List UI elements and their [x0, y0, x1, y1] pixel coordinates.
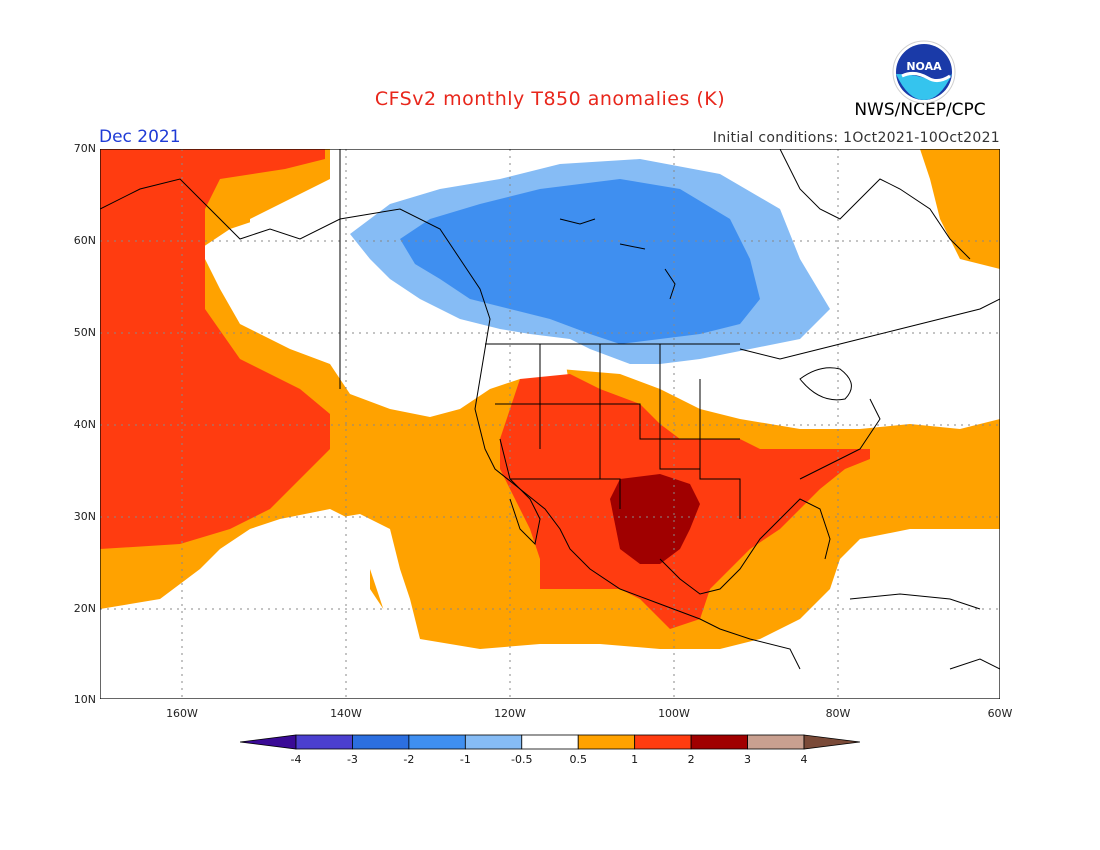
colorbar-label: -1: [460, 753, 471, 766]
colorbar-label: -0.5: [511, 753, 532, 766]
colorbar: -4 -3 -2 -1 -0.5 0.5 1 2 3 4: [240, 734, 860, 766]
lon-label: 100W: [658, 707, 690, 720]
colorbar-swatch: [803, 734, 860, 750]
forecast-month: Dec 2021: [99, 127, 181, 147]
coastlines: [100, 149, 1000, 670]
colorbar-label: 0.5: [569, 753, 587, 766]
colorbar-label: 1: [631, 753, 638, 766]
initial-conditions: Initial conditions: 1Oct2021-10Oct2021: [712, 130, 1000, 146]
colorbar-swatch: [690, 734, 748, 750]
lon-label: 60W: [987, 707, 1013, 720]
lon-label: 80W: [825, 707, 851, 720]
colorbar-label: -2: [403, 753, 414, 766]
lon-label: 120W: [494, 707, 526, 720]
lat-label: 70N: [73, 142, 96, 155]
organization-label: NWS/NCEP/CPC: [854, 100, 986, 120]
lat-label: 40N: [73, 418, 96, 431]
colorbar-label: -3: [347, 753, 358, 766]
colorbar-swatch: [577, 734, 636, 750]
anomaly-region-neutral-subtropics: [100, 514, 1000, 699]
colorbar-label: 2: [688, 753, 695, 766]
colorbar-label: -4: [291, 753, 302, 766]
noaa-logo-text: NOAA: [906, 60, 942, 73]
lakes: [559, 218, 852, 401]
colorbar-swatch: [464, 734, 523, 750]
anomaly-region-darkred: [610, 474, 700, 564]
anomaly-map: [100, 149, 1000, 699]
colorbar-swatch: [240, 734, 297, 750]
lat-label: 60N: [73, 234, 96, 247]
lat-label: 50N: [73, 326, 96, 339]
colorbar-label: 4: [801, 753, 808, 766]
lat-label: 20N: [73, 602, 96, 615]
lat-label: 30N: [73, 510, 96, 523]
colorbar-swatch: [634, 734, 692, 750]
colorbar-label: 3: [744, 753, 751, 766]
colorbar-swatch: [295, 734, 353, 750]
colorbar-swatch: [408, 734, 466, 750]
colorbar-swatch: [352, 734, 410, 750]
anomaly-region-blue: [400, 179, 760, 344]
lon-label: 140W: [330, 707, 362, 720]
colorbar-swatch: [747, 734, 805, 750]
graticule: [100, 149, 1000, 699]
map-title: CFSv2 monthly T850 anomalies (K): [374, 88, 726, 110]
noaa-logo: NOAA: [892, 40, 956, 104]
colorbar-swatch: [521, 734, 579, 750]
lat-label: 10N: [73, 693, 96, 706]
lon-label: 160W: [166, 707, 198, 720]
